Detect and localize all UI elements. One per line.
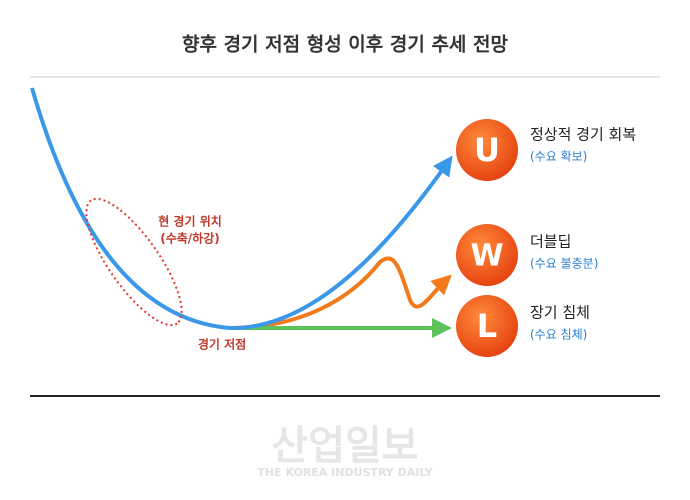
scenario-sublabel: (수요 침체) [530, 328, 587, 342]
annotation: 경기 저점 [198, 337, 246, 352]
scenario-letter: L [477, 307, 497, 345]
scenario-letter: W [470, 239, 503, 274]
scenario: L 장기 침체 (수요 침체) [456, 295, 590, 357]
scenario-circle [456, 224, 518, 286]
scenario: U 정상적 경기 회복 (수요 확보) [456, 119, 636, 181]
scenario-circle [456, 119, 518, 181]
scenario-label: 더블딥 [530, 233, 571, 251]
scenario-sublabel: (수요 불충분) [530, 257, 598, 271]
scenario: W 더블딥 (수요 불충분) [456, 224, 598, 286]
watermark-sub: THE KOREA INDUSTRY DAILY [257, 466, 433, 479]
scenario-label: 정상적 경기 회복 [530, 126, 636, 144]
title: 향후 경기 저점 형성 이후 경기 추세 전망 [182, 34, 509, 56]
current-ellipse [85, 197, 183, 327]
scenario-circle [456, 295, 518, 357]
watermark: 산업일보 [271, 423, 418, 469]
annotation: 현 경기 위치 [158, 214, 222, 229]
scenario-sublabel: (수요 확보) [530, 150, 587, 164]
scenario-label: 장기 침체 [530, 304, 590, 322]
w-path [229, 256, 452, 330]
scenario-letter: U [474, 131, 500, 169]
u-path [30, 87, 453, 331]
annotation: (수축/하강) [160, 231, 220, 246]
